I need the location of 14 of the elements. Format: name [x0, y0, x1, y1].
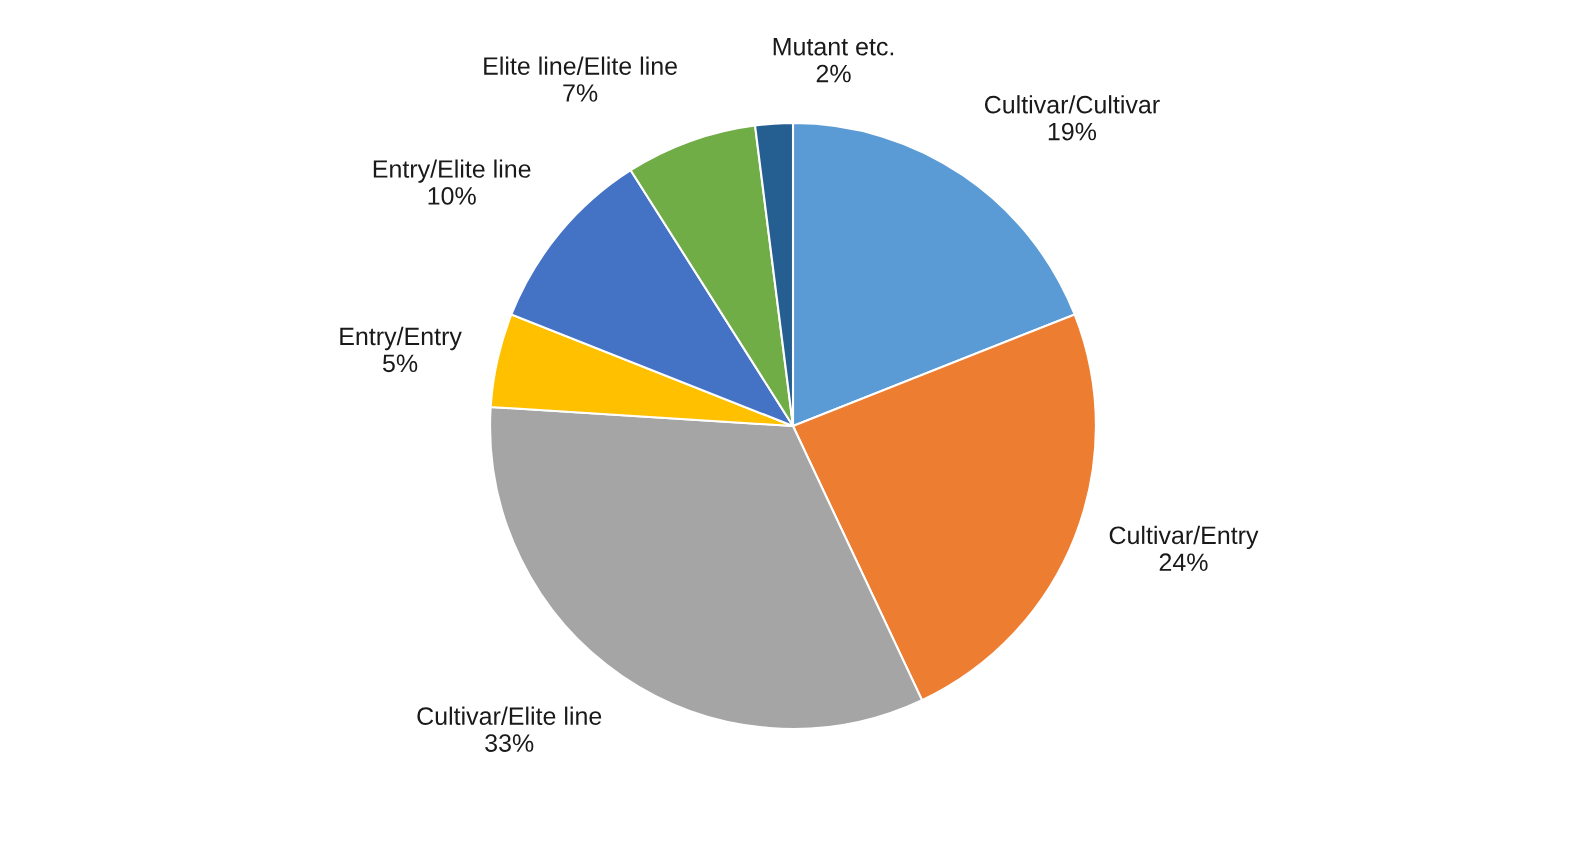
data-label: 5% — [383, 354, 418, 373]
data-label: 24% — [1159, 553, 1208, 571]
slice-label: Cultivar/Elite line — [417, 706, 602, 725]
slice-label: Cultivar/Entry — [1109, 525, 1259, 550]
data-label: 33% — [485, 734, 534, 752]
data-label: 10% — [428, 187, 476, 205]
data-label: 19% — [1048, 122, 1097, 141]
slice-label: Elite line/Elite line — [484, 56, 677, 75]
slice-label: Mutant etc. — [773, 38, 894, 56]
slice-label: Entry/Elite line — [373, 159, 531, 183]
data-label: 2% — [816, 64, 851, 83]
slice-label: Entry/Entry — [340, 326, 462, 351]
slice-label: Cultivar/Cultivar — [984, 95, 1160, 114]
data-label: 7% — [563, 84, 598, 102]
